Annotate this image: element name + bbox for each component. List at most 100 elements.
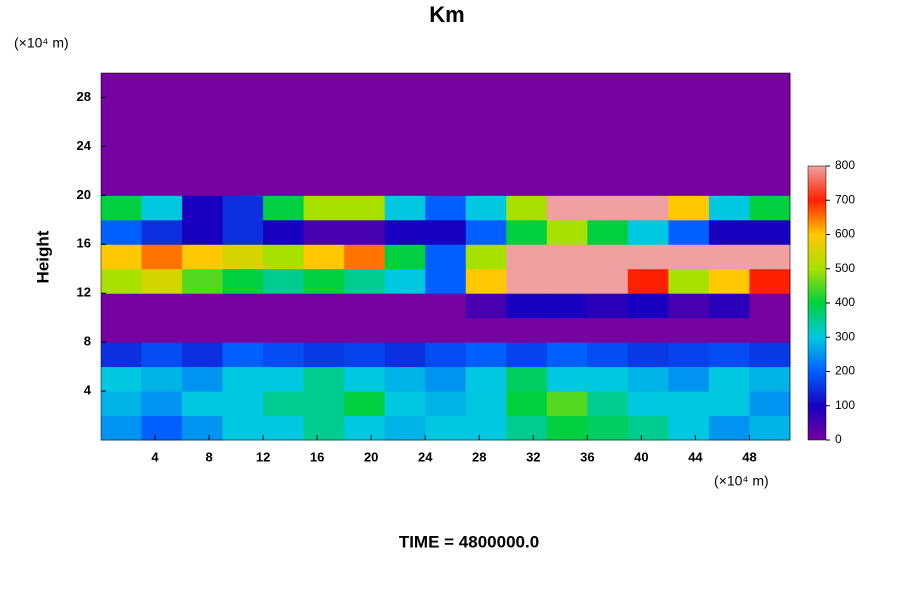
heatmap-cell: [708, 391, 750, 417]
x-tick-label: 8: [205, 449, 212, 464]
heatmap-cell: [465, 366, 507, 392]
heatmap-cell: [465, 342, 507, 368]
heatmap-cell: [708, 121, 750, 147]
heatmap-cell: [749, 244, 791, 270]
heatmap-cell: [627, 293, 669, 319]
heatmap-cell: [344, 170, 386, 196]
heatmap-cell: [344, 415, 386, 441]
heatmap-cell: [101, 146, 143, 172]
heatmap-cell: [587, 73, 629, 98]
heatmap: [101, 73, 791, 441]
heatmap-cell: [749, 195, 791, 221]
heatmap-cell: [182, 195, 224, 221]
heatmap-cell: [384, 268, 426, 294]
heatmap-cell: [303, 195, 345, 221]
heatmap-cell: [546, 415, 588, 441]
heatmap-cell: [668, 317, 710, 343]
heatmap-cell: [263, 146, 305, 172]
heatmap-cell: [303, 293, 345, 319]
heatmap-cell: [627, 317, 669, 343]
heatmap-cell: [141, 146, 183, 172]
heatmap-cell: [263, 195, 305, 221]
heatmap-cell: [101, 195, 143, 221]
heatmap-cell: [506, 219, 548, 245]
heatmap-cell: [303, 73, 345, 98]
colorbar-tick-label: 0: [835, 432, 842, 446]
colorbar-tick-label: 400: [835, 295, 855, 309]
heatmap-cell: [627, 121, 669, 147]
heatmap-cell: [384, 293, 426, 319]
heatmap-cell: [506, 366, 548, 392]
heatmap-cell: [182, 73, 224, 98]
heatmap-cell: [627, 244, 669, 270]
heatmap-cell: [384, 73, 426, 98]
heatmap-cell: [708, 170, 750, 196]
heatmap-cell: [546, 391, 588, 417]
heatmap-cell: [668, 293, 710, 319]
heatmap-cell: [627, 391, 669, 417]
y-tick-label: 24: [77, 138, 92, 153]
colorbar-tick-label: 700: [835, 192, 855, 206]
heatmap-cell: [222, 219, 264, 245]
heatmap-cell: [425, 121, 467, 147]
heatmap-cell: [263, 391, 305, 417]
heatmap-cell: [506, 195, 548, 221]
heatmap-cell: [384, 366, 426, 392]
heatmap-cell: [182, 121, 224, 147]
heatmap-cell: [668, 146, 710, 172]
heatmap-cell: [465, 97, 507, 123]
heatmap-cell: [303, 391, 345, 417]
heatmap-cell: [587, 342, 629, 368]
heatmap-cell: [222, 268, 264, 294]
heatmap-cell: [425, 317, 467, 343]
heatmap-cell: [141, 366, 183, 392]
heatmap-cell: [303, 317, 345, 343]
heatmap-cell: [344, 366, 386, 392]
heatmap-cell: [222, 121, 264, 147]
heatmap-cell: [465, 293, 507, 319]
y-tick-label: 8: [84, 334, 91, 349]
heatmap-cell: [627, 195, 669, 221]
heatmap-cell: [303, 97, 345, 123]
y-tick-label: 16: [77, 236, 91, 251]
heatmap-cell: [465, 146, 507, 172]
heatmap-cell: [749, 391, 791, 417]
heatmap-cell: [587, 293, 629, 319]
heatmap-cell: [182, 170, 224, 196]
heatmap-cell: [425, 342, 467, 368]
heatmap-cell: [141, 268, 183, 294]
heatmap-cell: [425, 146, 467, 172]
heatmap-cell: [506, 170, 548, 196]
heatmap-cell: [506, 97, 548, 123]
x-tick-label: 12: [256, 449, 270, 464]
heatmap-cell: [506, 268, 548, 294]
y-tick-label: 28: [77, 89, 91, 104]
heatmap-cell: [668, 244, 710, 270]
heatmap-cell: [506, 415, 548, 441]
heatmap-cell: [344, 268, 386, 294]
heatmap-cell: [384, 195, 426, 221]
heatmap-cell: [465, 195, 507, 221]
heatmap-cell: [141, 219, 183, 245]
colorbar-tick-label: 800: [835, 158, 855, 172]
x-tick-label: 48: [742, 449, 756, 464]
heatmap-cell: [425, 268, 467, 294]
heatmap-cell: [749, 293, 791, 319]
colorbar: [807, 165, 827, 441]
heatmap-cell: [749, 317, 791, 343]
colorbar-tick-label: 200: [835, 364, 855, 378]
heatmap-cell: [303, 219, 345, 245]
heatmap-cell: [587, 195, 629, 221]
heatmap-cell: [425, 73, 467, 98]
heatmap-cell: [101, 317, 143, 343]
heatmap-cell: [182, 317, 224, 343]
heatmap-cell: [749, 219, 791, 245]
heatmap-cell: [141, 244, 183, 270]
heatmap-cell: [384, 415, 426, 441]
heatmap-cell: [627, 219, 669, 245]
heatmap-cell: [465, 268, 507, 294]
heatmap-cell: [141, 170, 183, 196]
heatmap-cell: [344, 121, 386, 147]
heatmap-cell: [708, 268, 750, 294]
heatmap-cell: [668, 97, 710, 123]
